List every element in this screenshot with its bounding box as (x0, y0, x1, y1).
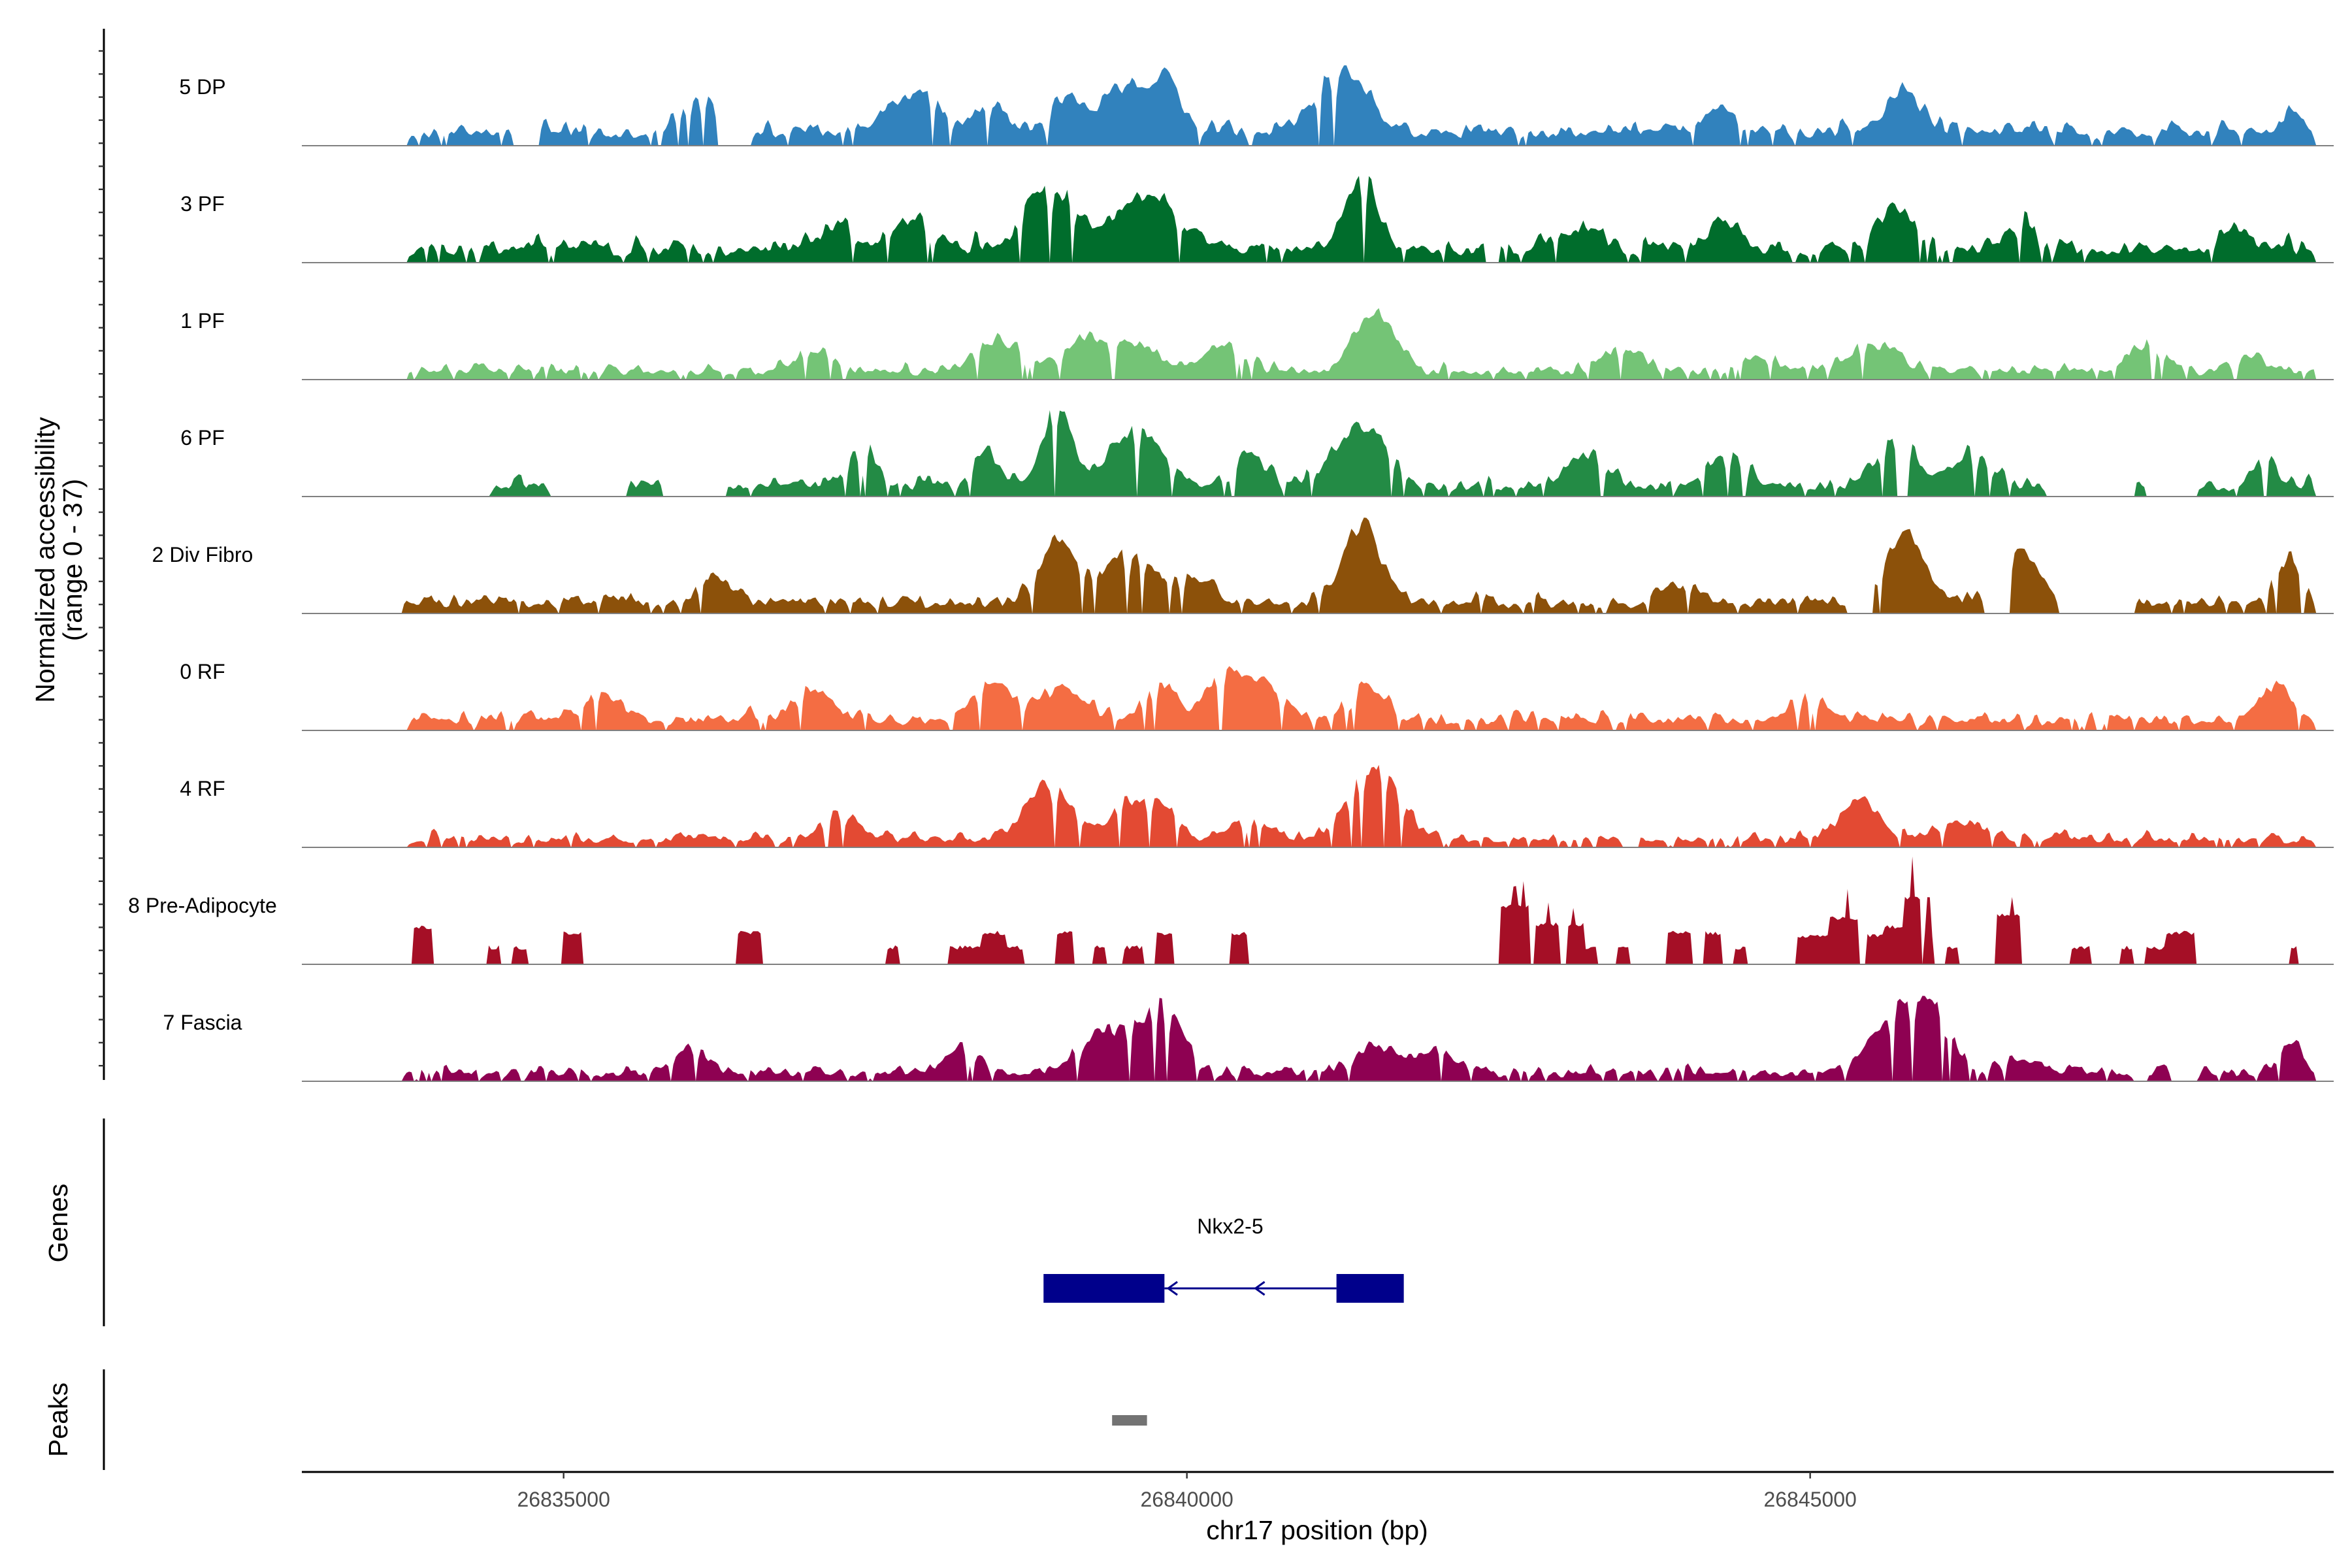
track-0-rf: 0 RF (180, 660, 2334, 731)
coverage-area (302, 996, 2334, 1081)
y-axis-label-line2: (range 0 - 37) (57, 479, 88, 641)
gene-exon (1043, 1274, 1165, 1303)
peak-region (1112, 1415, 1147, 1426)
gene-exon (1336, 1274, 1404, 1303)
track-label: 1 PF (180, 309, 225, 333)
gene-strand-arrow (1166, 1281, 1178, 1296)
track-7-fascia: 7 Fascia (163, 996, 2334, 1082)
track-label: 8 Pre-Adipocyte (128, 894, 277, 917)
y-axis-label-line1: Normalized accessibility (30, 417, 60, 703)
track-1-pf: 1 PF (180, 308, 2334, 380)
x-tick-label: 26840000 (1140, 1488, 1233, 1511)
coverage-area (302, 65, 2334, 146)
coverage-area (302, 176, 2334, 263)
x-tick-label: 26845000 (1763, 1488, 1856, 1511)
coverage-area (302, 517, 2334, 613)
coverage-area (302, 764, 2334, 847)
x-tick-label: 26835000 (517, 1488, 610, 1511)
gene-name-label: Nkx2-5 (1197, 1215, 1263, 1238)
track-label: 3 PF (180, 192, 225, 216)
track-4-rf: 4 RF (180, 764, 2334, 848)
track-8-pre-adipocyte: 8 Pre-Adipocyte (128, 857, 2334, 965)
coverage-area (302, 857, 2334, 964)
track-label: 7 Fascia (163, 1011, 242, 1034)
track-6-pf: 6 PF (180, 410, 2334, 497)
gene-strand-arrow (1254, 1281, 1266, 1296)
track-label: 5 DP (179, 75, 225, 99)
coverage-area (302, 666, 2334, 730)
track-2-div-fibro: 2 Div Fibro (152, 517, 2334, 614)
track-5-dp: 5 DP (179, 65, 2334, 146)
genes-track-label: Genes (43, 1184, 73, 1263)
track-label: 4 RF (180, 777, 225, 800)
peaks-track-label: Peaks (43, 1382, 73, 1457)
coverage-area (302, 410, 2334, 497)
track-label: 6 PF (180, 426, 225, 449)
track-label: 0 RF (180, 660, 225, 683)
track-label: 2 Div Fibro (152, 543, 253, 566)
track-3-pf: 3 PF (180, 176, 2334, 263)
x-axis-label: chr17 position (bp) (1206, 1515, 1428, 1545)
coverage-area (302, 308, 2334, 380)
